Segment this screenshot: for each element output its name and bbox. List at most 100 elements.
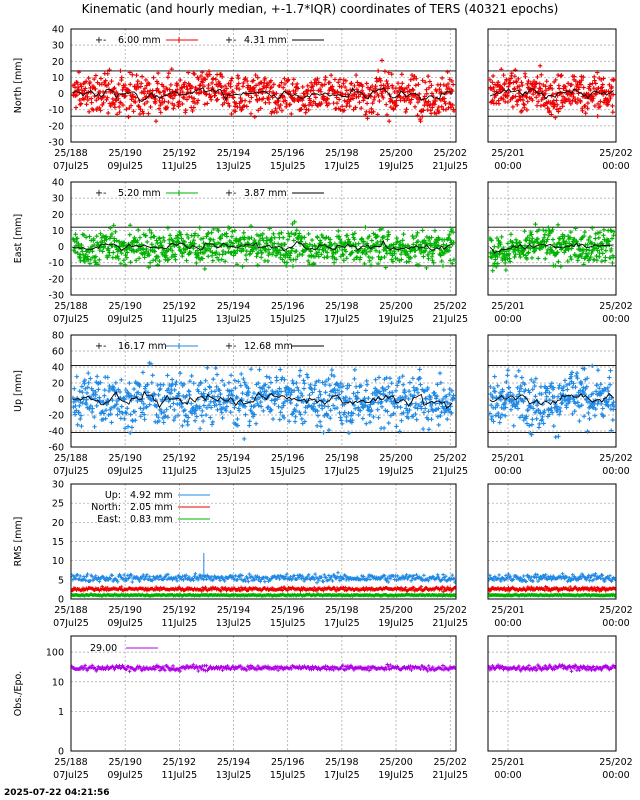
kinematic-point (76, 87, 81, 92)
kinematic-point (436, 109, 442, 115)
kinematic-point (127, 380, 132, 386)
y-tick-label: 5 (58, 575, 64, 586)
kinematic-point (364, 101, 370, 106)
kinematic-point (272, 241, 277, 246)
kinematic-point (142, 417, 147, 422)
kinematic-point (106, 81, 111, 87)
kinematic-point (408, 255, 413, 261)
kinematic-point (549, 229, 555, 235)
kinematic-point (267, 100, 272, 105)
kinematic-point (75, 422, 80, 427)
kinematic-point (377, 98, 382, 104)
kinematic-point (301, 91, 307, 96)
kinematic-point (414, 76, 419, 81)
x-tick-label: 25/194 (217, 453, 250, 464)
kinematic-point (182, 80, 188, 85)
x-tick-label: 15Jul25 (270, 314, 306, 325)
kinematic-point (497, 251, 502, 257)
kinematic-point (397, 239, 403, 245)
kinematic-point (122, 240, 127, 245)
kinematic-point (609, 84, 614, 90)
kinematic-point (236, 86, 242, 92)
kinematic-point (312, 386, 317, 392)
kinematic-point (512, 86, 517, 91)
kinematic-point (316, 80, 322, 85)
kinematic-point (87, 261, 93, 266)
kinematic-point (144, 83, 149, 88)
kinematic-point (448, 105, 454, 110)
kinematic-point (197, 244, 202, 249)
kinematic-point (341, 81, 346, 86)
x-tick-label: 11Jul25 (162, 618, 198, 629)
kinematic-point (132, 235, 137, 241)
kinematic-point (308, 100, 313, 105)
y-tick-label: 40 (52, 363, 64, 374)
kinematic-point (530, 97, 535, 103)
kinematic-point (325, 96, 330, 102)
kinematic-point (531, 78, 537, 84)
kinematic-point (291, 77, 297, 82)
kinematic-point (141, 247, 146, 252)
kinematic-point (608, 95, 613, 101)
kinematic-point (157, 90, 163, 95)
x-tick-label: 00:00 (602, 314, 629, 325)
kinematic-point (111, 385, 116, 391)
kinematic-point (524, 107, 530, 113)
kinematic-point (144, 404, 149, 409)
kinematic-point (213, 77, 219, 82)
kinematic-point (81, 97, 87, 102)
x-tick-label: 17Jul25 (324, 466, 360, 477)
kinematic-point (244, 257, 249, 262)
kinematic-point (305, 244, 310, 249)
kinematic-point (287, 102, 293, 107)
kinematic-point (200, 418, 206, 424)
kinematic-point (157, 258, 162, 264)
kinematic-point (421, 254, 426, 259)
kinematic-point (183, 108, 188, 113)
kinematic-point (143, 233, 149, 238)
kinematic-point (559, 73, 564, 78)
kinematic-point (302, 104, 307, 109)
kinematic-point (610, 417, 616, 423)
kinematic-point (149, 380, 155, 385)
kinematic-point (288, 400, 294, 406)
kinematic-point (104, 402, 110, 407)
kinematic-point (356, 94, 361, 99)
kinematic-point (84, 397, 89, 403)
legend-marker: +- (95, 341, 106, 352)
kinematic-point (547, 250, 553, 256)
kinematic-point (553, 77, 558, 83)
kinematic-point (189, 84, 195, 90)
kinematic-point (584, 247, 589, 252)
kinematic-point (305, 375, 310, 380)
kinematic-point (192, 231, 198, 236)
kinematic-point (83, 386, 88, 391)
kinematic-point (332, 77, 338, 82)
kinematic-point (398, 405, 403, 410)
kinematic-point (305, 83, 310, 89)
kinematic-point (409, 97, 414, 102)
kinematic-point (211, 76, 216, 81)
kinematic-point (450, 88, 455, 94)
kinematic-point (122, 262, 128, 267)
kinematic-point (141, 412, 147, 417)
kinematic-point (339, 247, 345, 253)
kinematic-point (382, 254, 387, 260)
kinematic-point (131, 249, 137, 255)
x-tick-label: 25/202 (434, 453, 467, 464)
kinematic-point (153, 100, 158, 106)
kinematic-point (426, 409, 431, 414)
kinematic-point (356, 412, 361, 418)
kinematic-point (499, 67, 504, 72)
kinematic-point (581, 248, 586, 254)
kinematic-point (415, 238, 421, 244)
kinematic-point (96, 387, 101, 392)
kinematic-point (221, 88, 227, 93)
kinematic-point (393, 85, 399, 91)
kinematic-point (230, 241, 236, 246)
kinematic-point (156, 392, 161, 398)
kinematic-point (328, 72, 334, 78)
kinematic-point (332, 241, 338, 246)
kinematic-point (219, 232, 225, 238)
x-tick-label: 15Jul25 (270, 161, 306, 172)
